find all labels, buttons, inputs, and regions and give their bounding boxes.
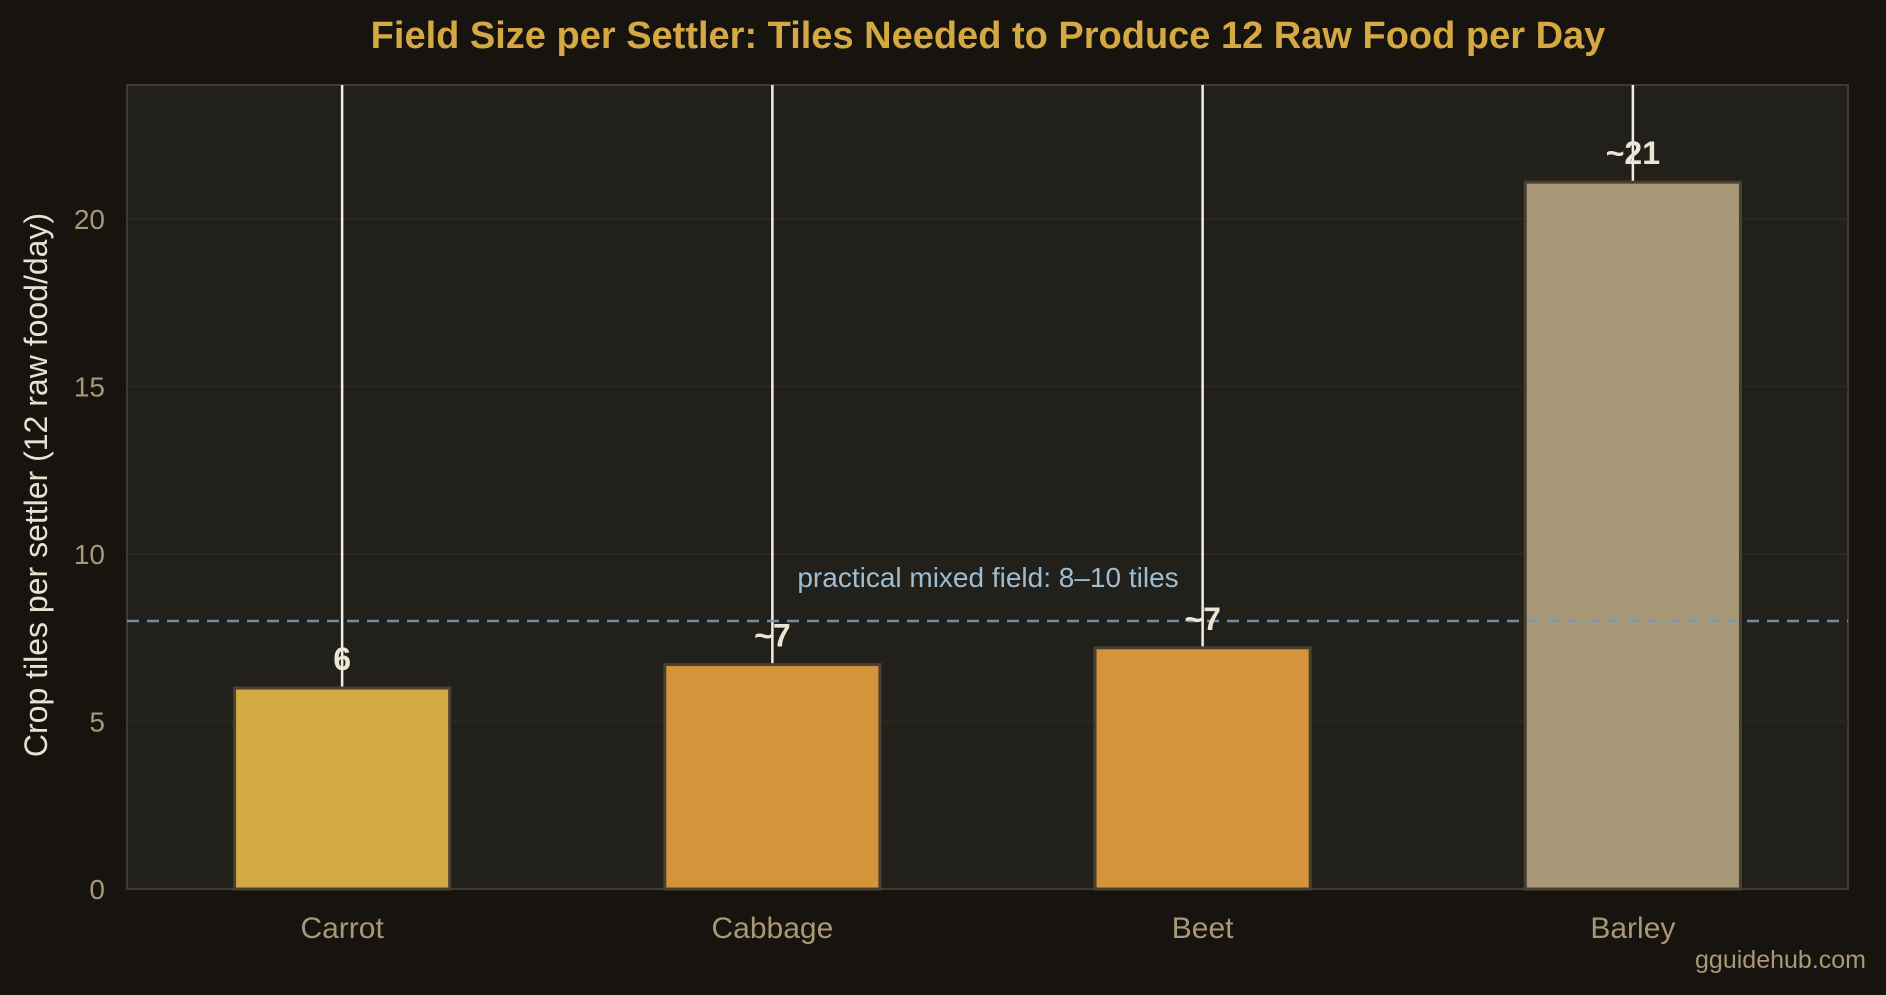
value-label: ~7 [1184,601,1220,637]
bar [1523,180,1742,891]
y-axis-label: Crop tiles per settler (12 raw food/day) [18,213,54,757]
value-label: 6 [333,641,351,677]
y-tick-label: 5 [89,707,105,738]
y-axis-ticks: 0 5 10 15 20 [74,204,105,905]
reference-line-group: practical mixed field: 8–10 tiles [127,562,1848,623]
x-tick-label: Cabbage [711,912,833,945]
bars [233,85,1742,891]
watermark: gguidehub.com [1695,946,1866,974]
reference-line-label: practical mixed field: 8–10 tiles [797,562,1178,593]
value-label: ~7 [754,618,790,654]
bar [233,686,452,891]
y-tick-label: 0 [89,874,105,905]
x-tick-label: Beet [1172,912,1234,945]
value-labels: 6 ~7 ~7 ~21 [333,135,1660,677]
bar [1093,646,1312,891]
x-axis-ticks: Carrot Cabbage Beet Barley [300,912,1675,945]
value-label: ~21 [1606,135,1660,171]
bar [663,663,882,891]
x-tick-label: Carrot [300,912,384,945]
y-tick-label: 10 [74,539,105,570]
chart-title: Field Size per Settler: Tiles Needed to … [371,15,1606,57]
x-tick-label: Barley [1590,912,1675,945]
y-tick-label: 20 [74,204,105,235]
y-tick-label: 15 [74,372,105,403]
